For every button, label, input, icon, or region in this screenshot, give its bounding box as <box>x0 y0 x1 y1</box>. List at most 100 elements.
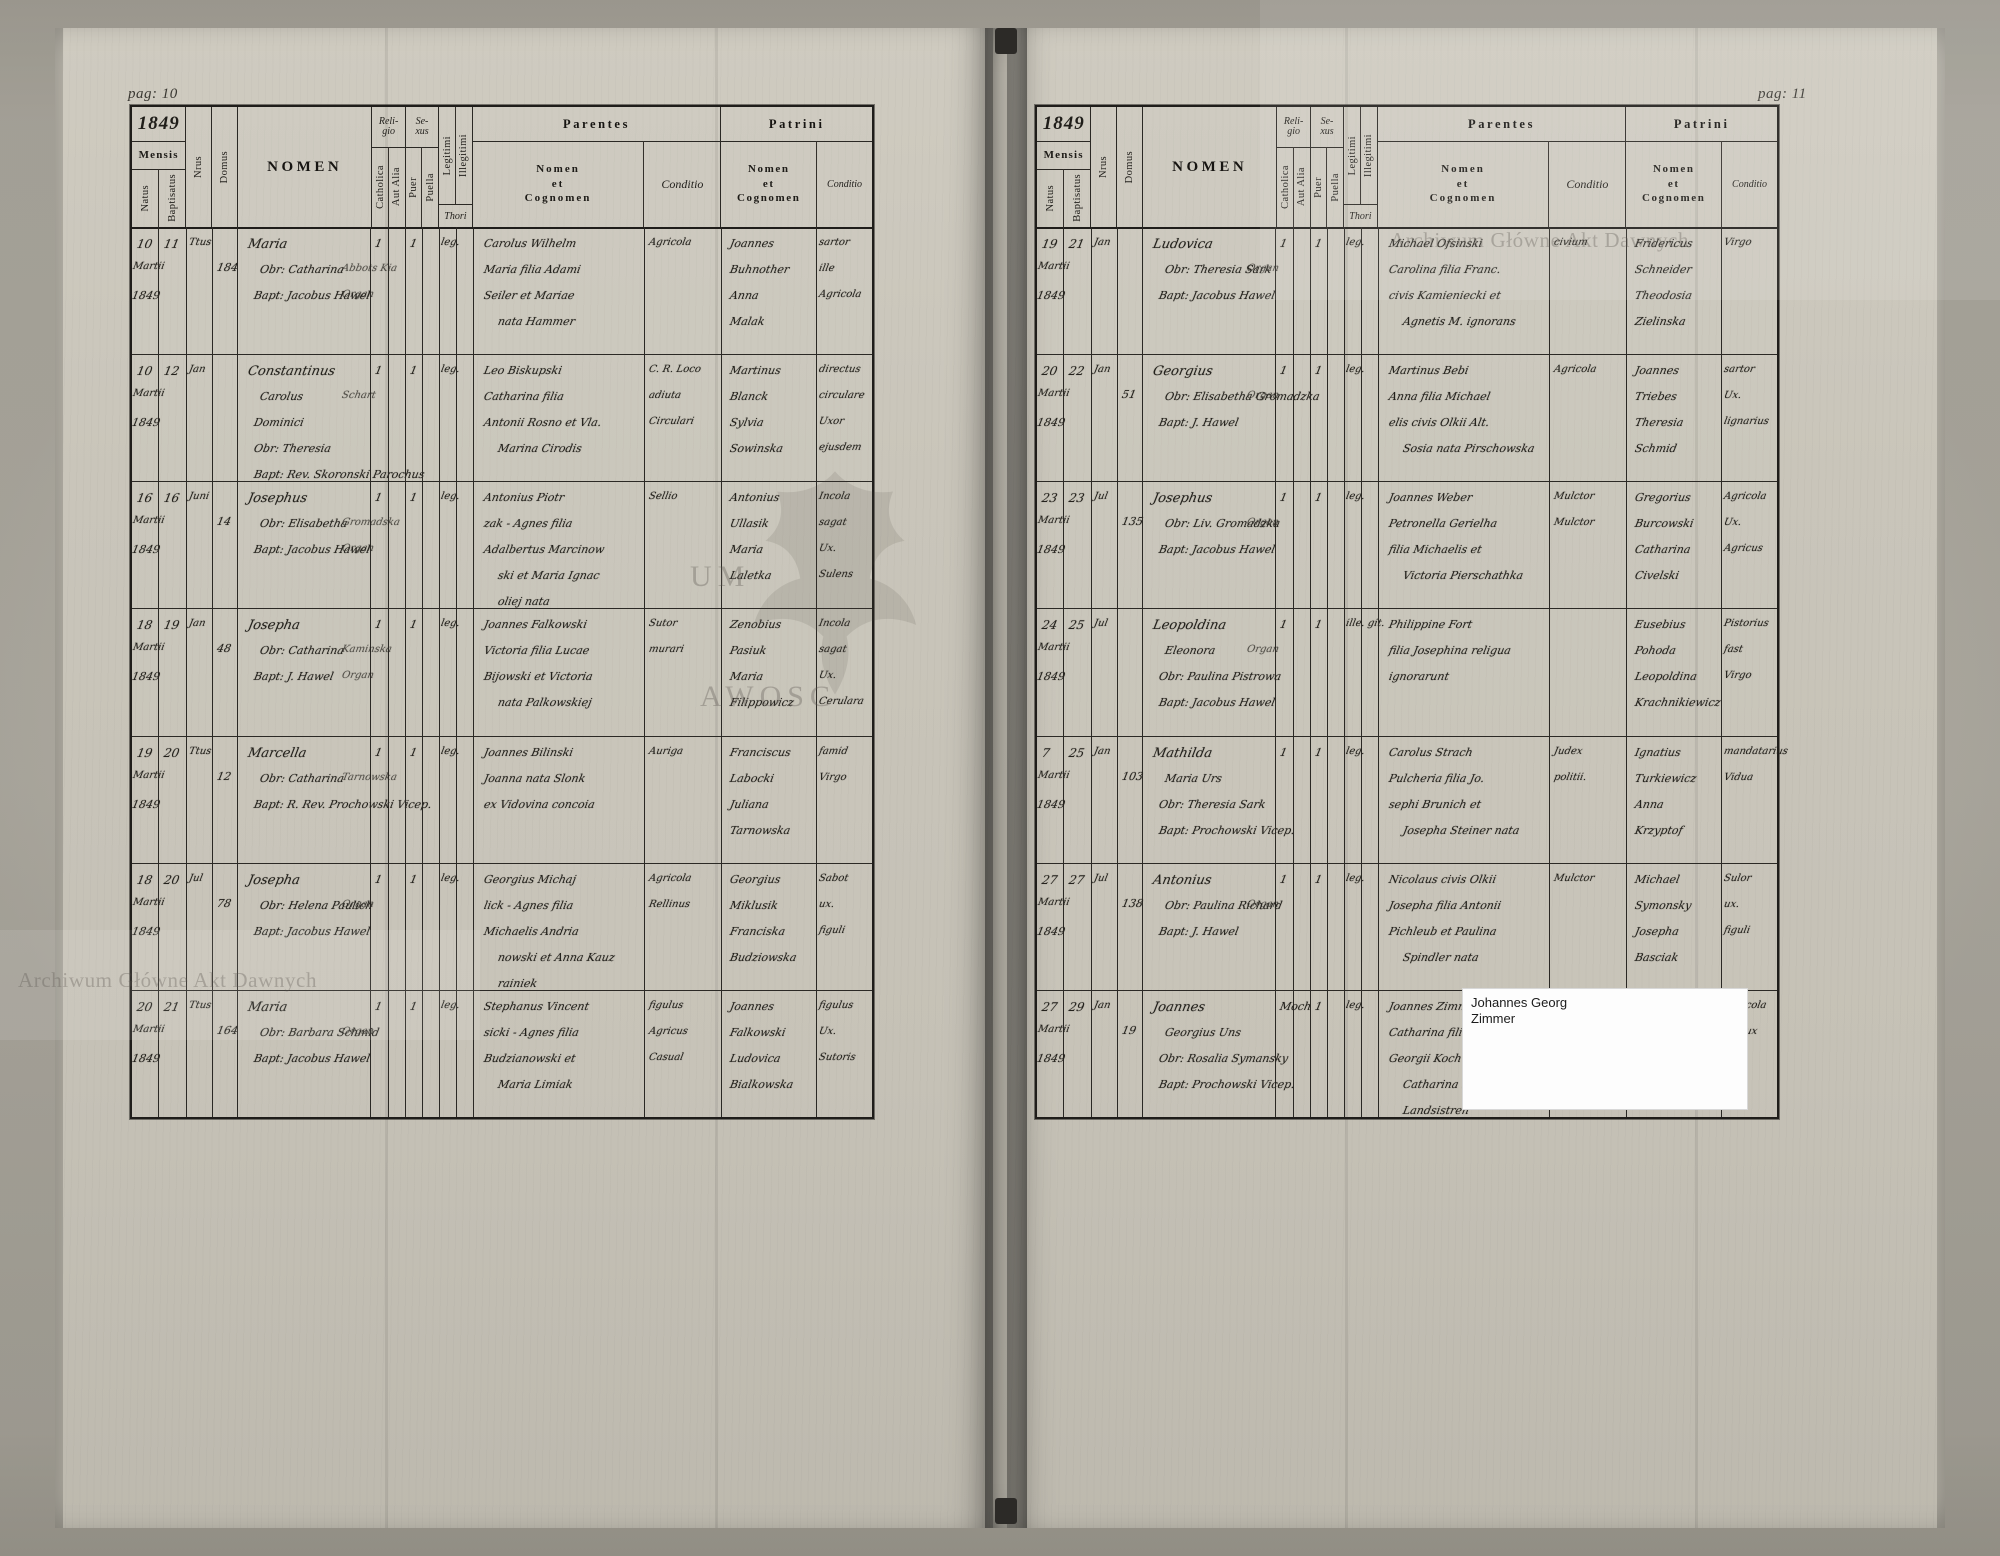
register-entry-text: Budziowska <box>728 950 798 964</box>
register-entry-text: 164 <box>215 1023 239 1037</box>
register-entry-text: 1 <box>374 491 384 505</box>
col-domus: 184 14 48 12 78 164 <box>212 227 239 1117</box>
register-entry-text: Joannes <box>1633 364 1680 378</box>
row-divider <box>1722 989 1777 991</box>
row-divider <box>1091 354 1117 356</box>
register-entry-text: 1 <box>408 872 418 886</box>
register-entry-text: Zenobius <box>728 618 783 632</box>
row-divider <box>1091 862 1117 864</box>
paper-fold <box>385 28 388 1528</box>
register-entry-text: Jul <box>1092 872 1109 884</box>
register-entry-text: rainiek <box>496 976 539 990</box>
register-entry-text: Vidua <box>1723 771 1755 783</box>
register-entry-text: 1 <box>1313 745 1323 759</box>
register-entry-text: Carolina filia Franc. <box>1387 263 1502 276</box>
register-entry-text: 27 <box>1040 872 1059 887</box>
register-entry-text: Ludovica <box>1151 237 1215 252</box>
register-entry-text: Krachnikiewicz <box>1633 696 1722 710</box>
register-entry-text: Martinus <box>728 364 782 378</box>
register-entry-text: Obr: Catharina <box>258 263 346 276</box>
header-thori-label: Thori <box>444 210 467 222</box>
register-entry-text: 20 <box>135 999 154 1014</box>
row-divider <box>1293 481 1310 483</box>
register-entry-text: Blanck <box>728 390 769 404</box>
row-divider <box>817 608 872 610</box>
register-entry-text: nowski et Anna Kauz <box>496 950 616 964</box>
register-entry-text: Civelski <box>1633 569 1680 583</box>
header-legitimi: Legitimi <box>439 107 456 205</box>
register-entry-text: Theresia <box>1633 416 1685 430</box>
register-entry-text: sartor <box>818 237 851 248</box>
row-divider <box>1722 608 1777 610</box>
register-entry-text: Michael <box>1633 872 1681 886</box>
row-divider <box>132 862 159 864</box>
register-entry-text: Ux. <box>818 543 838 555</box>
row-divider <box>473 989 644 991</box>
col-aut-alia <box>1293 227 1311 1117</box>
col-legitimi: leg. leg. leg. ille. git. leg. leg. leg. <box>1345 227 1385 1117</box>
register-entry-text: Josepha filia Antonii <box>1387 898 1503 912</box>
row-divider <box>186 608 212 610</box>
register-entry-text: Sosia nata Pirschowska <box>1401 442 1536 456</box>
register-entry-text: Virgo <box>1723 237 1753 248</box>
register-entry-text: Pistorius <box>1723 618 1770 630</box>
col-catholica: 1 1 1 1 1 1 Moch <box>1276 227 1313 1117</box>
row-divider <box>1091 735 1117 737</box>
annotation-line-2: Zimmer <box>1471 1011 1516 1027</box>
register-entry-text: sicki - Agnes filia <box>482 1025 580 1039</box>
register-entry-text: Joannes Bilinski <box>482 745 575 759</box>
register-entry-text: Victoria filia Lucae <box>482 644 591 658</box>
header-date-group: 1849 Mensis Natus Baptisatus <box>1037 107 1092 227</box>
register-entry-text: Nicolaus civis Olkii <box>1387 872 1498 886</box>
register-entry-text: Ttus <box>187 745 213 757</box>
row-divider <box>212 608 238 610</box>
spine-clip-top <box>995 28 1017 54</box>
header-parentes: Parentes Nomen et Cognomen Conditio <box>1377 107 1627 227</box>
register-entry-text: Jul <box>1092 618 1109 630</box>
annotation-note-box[interactable]: Johannes Georg Zimmer <box>1462 988 1748 1110</box>
register-entry-text: Michael Ofsinski <box>1387 237 1484 250</box>
row-divider <box>186 735 212 737</box>
row-divider <box>1722 735 1777 737</box>
register-entry-text: Jul <box>1092 491 1109 503</box>
register-entry-text: Basciak <box>1633 950 1680 964</box>
register-entry-text: Georgius <box>728 872 782 886</box>
header-religio: Reli- gio Catholica Aut Alia <box>1277 107 1311 227</box>
register-entry-text: Mulctor <box>1552 872 1596 884</box>
register-entry-text: Maria Limiak <box>496 1077 574 1091</box>
row-divider <box>1276 862 1293 864</box>
row-divider <box>456 481 473 483</box>
row-divider <box>1310 608 1327 610</box>
col-aut-alia <box>388 227 406 1117</box>
row-divider <box>159 608 186 610</box>
row-divider <box>1327 481 1344 483</box>
register-entry-text: Organ <box>341 898 375 910</box>
row-divider <box>1722 481 1777 483</box>
register-entry-text: Sowinska <box>728 442 784 456</box>
row-divider <box>1064 354 1091 356</box>
row-divider <box>1276 989 1293 991</box>
row-divider <box>388 989 405 991</box>
row-divider <box>1626 862 1722 864</box>
row-divider <box>238 354 371 356</box>
register-entry-text: 1849 <box>130 1051 162 1065</box>
register-entry-text: Jan <box>187 364 207 376</box>
header-parentes-conditio: Conditio <box>661 176 704 191</box>
row-divider <box>1549 862 1626 864</box>
register-entry-text: Organ <box>1246 263 1280 274</box>
register-entry-text: Sulor <box>1723 872 1753 884</box>
register-entry-text: Agricola <box>818 289 863 300</box>
row-divider <box>456 354 473 356</box>
register-entry-text: Ux. <box>1723 390 1743 402</box>
register-entry-text: Buhnother <box>728 263 791 276</box>
row-divider <box>1037 481 1064 483</box>
row-divider <box>721 735 817 737</box>
register-entry-text: Franciska <box>728 924 786 938</box>
register-entry-text: Antonius <box>728 491 781 505</box>
header-parentes-conditio: Conditio <box>1566 176 1609 191</box>
row-divider <box>1037 989 1064 991</box>
register-entry-text: Dominici <box>252 416 306 430</box>
row-divider <box>1117 862 1143 864</box>
register-entry-text: Joannes Falkowski <box>482 618 588 632</box>
col-parentes-nomen: Michael Ofsinski Carolina filia Franc. civ… <box>1378 227 1550 1117</box>
